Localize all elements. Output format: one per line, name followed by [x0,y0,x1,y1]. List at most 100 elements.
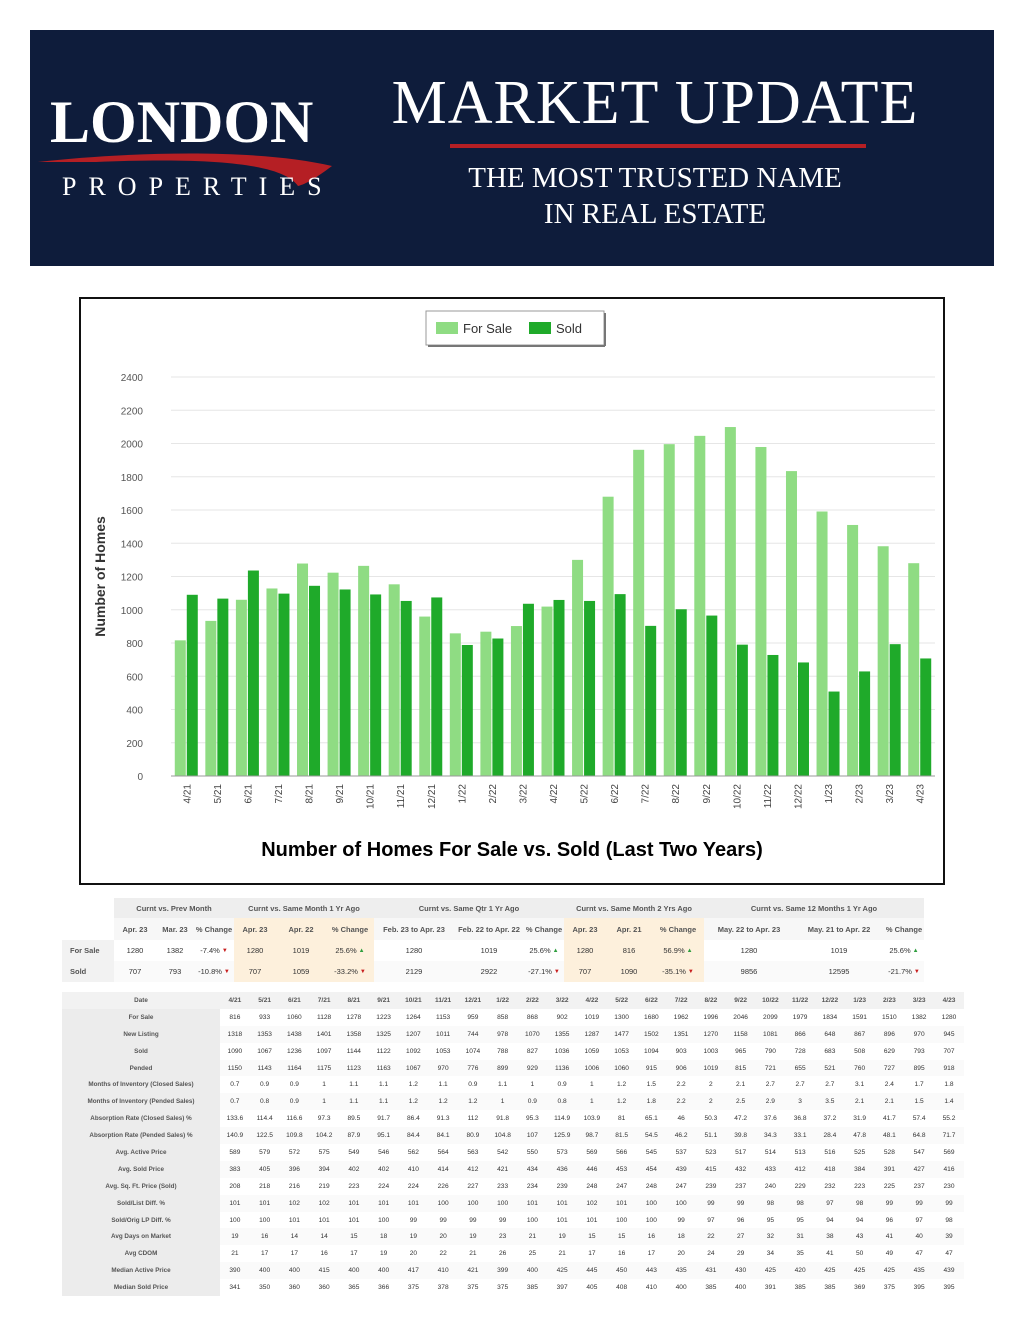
header-banner: LONDON PROPERTIES MARKET UPDATE THE MOST… [30,30,994,266]
detail-cell: 1019 [696,1059,726,1077]
detail-cell: 109.8 [279,1127,310,1145]
summary-group-header: Curnt vs. Same Month 2 Yrs Ago [564,898,704,918]
detail-cell: 402 [339,1160,369,1178]
detail-cell: 1090 [220,1042,250,1060]
detail-row-label: Sold/List Diff. % [62,1194,220,1212]
detail-cell: 970 [904,1025,934,1043]
detail-cell: 37.6 [755,1110,786,1128]
detail-cell: 1962 [666,1008,696,1026]
detail-cell: 405 [249,1160,280,1178]
y-axis-title: Number of Homes [92,516,108,637]
detail-cell: 1401 [309,1025,339,1043]
detail-cell: 239 [547,1177,577,1195]
detail-cell: 366 [368,1279,399,1297]
bar-sold [553,599,565,776]
detail-date: 7/21 [309,992,339,1009]
detail-cell: 399 [487,1262,518,1280]
detail-cell: 867 [844,1025,875,1043]
trend-down-icon: ▼ [359,968,366,975]
detail-cell: 1 [517,1076,548,1094]
detail-cell: 0.9 [458,1076,488,1094]
bar-for-sale [327,572,339,776]
summary-cell: 707 [234,961,276,982]
table-row: For Sale 816 933 1060 1128 1278 1223 1264 1153 95… [62,1008,964,1026]
detail-cell: 100 [249,1211,280,1229]
detail-date: 5/22 [606,992,637,1009]
summary-group-header: Curnt vs. Same 12 Months 1 Yr Ago [704,898,924,918]
detail-cell: 99 [874,1194,905,1212]
table-row: Sold/Orig LP Diff. % 100 100 101 101 101 100 99… [62,1211,964,1229]
detail-cell: 99 [725,1194,756,1212]
bar-for-sale [602,496,614,776]
tagline: THE MOST TRUSTED NAME IN REAL ESTATE [390,160,920,232]
y-tick-label: 1400 [121,539,144,550]
detail-cell: 360 [279,1279,310,1297]
detail-cell: 224 [368,1177,399,1195]
detail-cell: 508 [844,1042,875,1060]
detail-cell: 100 [487,1194,518,1212]
bar-for-sale [816,511,828,776]
detail-cell: 375 [487,1279,518,1297]
detail-cell: 14 [309,1228,339,1246]
x-tick-label: 12/21 [427,784,438,809]
detail-cell: 350 [249,1279,280,1297]
detail-cell: 514 [755,1144,786,1161]
detail-cell: 16 [309,1245,339,1263]
detail-cell: 400 [666,1279,696,1297]
summary-cell: 1280 [114,940,156,961]
summary-cell: 2922 [454,961,524,982]
bar-sold [920,658,932,776]
detail-cell: 1270 [696,1025,726,1043]
detail-cell: 50 [844,1245,875,1263]
detail-date: 11/22 [785,992,815,1009]
detail-cell: 1325 [368,1025,399,1043]
x-tick-label: 4/23 [916,784,927,804]
detail-cell: 425 [844,1262,875,1280]
y-tick-label: 1600 [121,506,144,517]
detail-cell: 435 [904,1262,934,1280]
detail-cell: 1094 [636,1042,667,1060]
x-tick-label: 1/23 [824,784,835,804]
detail-cell: 1.1 [428,1076,458,1094]
detail-cell: 412 [458,1160,488,1178]
detail-cell: 40 [904,1228,934,1246]
detail-cell: 1150 [220,1059,250,1077]
detail-cell: 1070 [517,1025,548,1043]
detail-cell: 1067 [398,1059,429,1077]
x-tick-label: 7/21 [274,784,285,804]
x-tick-label: 10/22 [732,784,743,809]
detail-cell: 140.9 [220,1127,250,1145]
detail-cell: 446 [577,1160,607,1178]
detail-cell: 648 [815,1025,845,1043]
detail-cell: 959 [458,1008,488,1026]
detail-row-label: Months of Inventory (Pended Sales) [62,1093,220,1111]
detail-cell: 1223 [368,1008,399,1026]
detail-cell: 1059 [577,1042,607,1060]
detail-cell: 1067 [249,1042,280,1060]
detail-cell: 400 [279,1262,310,1280]
detail-cell: 1175 [309,1059,339,1077]
detail-cell: 46 [666,1110,696,1128]
detail-cell: 1.2 [606,1093,637,1111]
detail-cell: 101 [309,1211,339,1229]
detail-cell: 400 [249,1262,280,1280]
detail-row-label: Avg CDOM [62,1245,220,1263]
summary-cell: -33.2% ▼ [326,961,374,982]
detail-cell: 1355 [547,1025,577,1043]
detail-date: 1/23 [844,992,875,1009]
detail-cell: 378 [428,1279,458,1297]
detail-cell: 89.5 [339,1110,369,1128]
detail-cell: 405 [577,1279,607,1297]
detail-cell: 400 [368,1262,399,1280]
detail-cell: 41 [815,1245,845,1263]
x-tick-label: 12/22 [793,784,804,809]
detail-cell: 19 [398,1228,429,1246]
detail-cell: 727 [874,1059,905,1077]
detail-cell: 1382 [904,1008,934,1026]
detail-cell: 19 [547,1228,577,1246]
detail-cell: 537 [666,1144,696,1161]
detail-cell: 1060 [279,1008,310,1026]
detail-cell: 51.1 [696,1127,726,1145]
summary-row-label: Sold [62,961,114,982]
detail-cell: 418 [815,1160,845,1178]
